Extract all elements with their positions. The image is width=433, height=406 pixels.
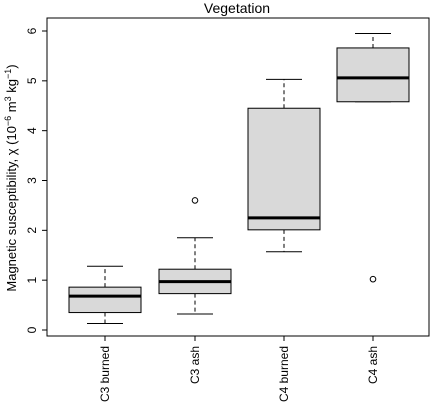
y-tick-label: 6 <box>25 27 39 34</box>
y-tick-label: 4 <box>25 127 39 134</box>
box-iqr <box>247 107 321 231</box>
box-c3-burned <box>68 265 142 325</box>
chart-title: Vegetation <box>204 0 270 16</box>
box-iqr <box>336 47 410 103</box>
y-tick-label: 2 <box>25 227 39 234</box>
y-axis: 0 1 2 3 4 5 6 <box>25 27 47 333</box>
y-tick-label: 0 <box>25 326 39 333</box>
x-tick-label: C3 ash <box>188 346 202 384</box>
y-axis-label: Magnetic susceptibility, χ (10−6 m3 kg−1… <box>3 64 19 291</box>
x-tick-label: C3 burned <box>98 346 112 402</box>
y-tick-label: 3 <box>25 177 39 184</box>
y-tick-label: 1 <box>25 277 39 284</box>
outlier-point <box>369 275 377 283</box>
x-axis: C3 burned C3 ash C4 burned C4 ash <box>98 336 380 402</box>
outlier-point <box>191 197 199 204</box>
plot-frame <box>46 17 430 337</box>
y-tick-label: 5 <box>25 77 39 84</box>
x-tick-label: C4 burned <box>277 346 291 402</box>
box-c3-ash <box>158 197 232 315</box>
box-series <box>68 32 410 325</box>
x-tick-label: C4 ash <box>366 346 380 384</box>
box-c4-burned <box>247 78 321 253</box>
box-c4-ash <box>336 32 410 283</box>
box-iqr <box>68 286 142 314</box>
